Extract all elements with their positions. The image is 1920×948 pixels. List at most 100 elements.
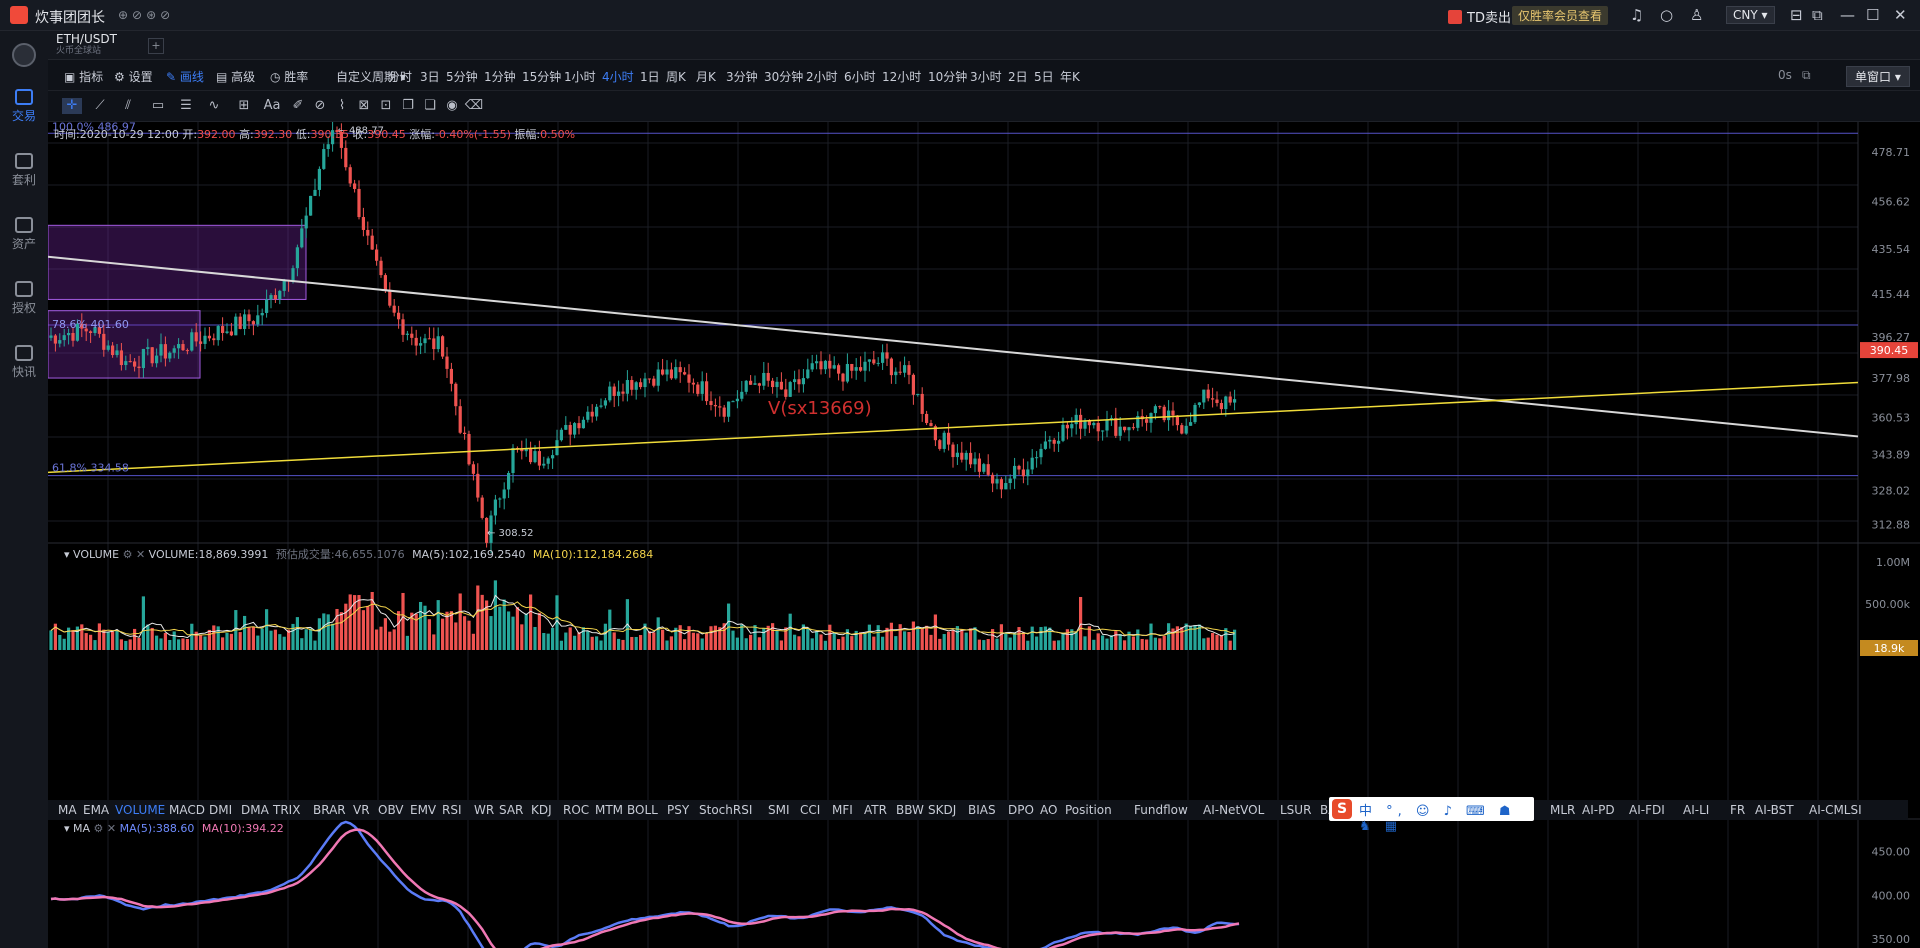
indicator-right-3[interactable]: AI-LI xyxy=(1683,803,1710,817)
indicator-0[interactable]: MA xyxy=(58,803,77,817)
measure-tool-icon[interactable]: ⊞ xyxy=(238,98,250,113)
indicator-7[interactable]: BRAR xyxy=(313,803,346,817)
indicator-31[interactable]: AI-NetVOL xyxy=(1203,803,1265,817)
indicator-27[interactable]: DPO xyxy=(1008,803,1034,817)
indicator-right-0[interactable]: MLR xyxy=(1550,803,1576,817)
currency-select[interactable]: CNY ▾ xyxy=(1726,6,1775,24)
settings-button[interactable]: ⚙ 设置 xyxy=(114,70,153,84)
period-7[interactable]: 1日 xyxy=(640,70,660,84)
maximize-icon[interactable]: ☐ xyxy=(1866,6,1880,24)
indicator-26[interactable]: BIAS xyxy=(968,803,996,817)
indicator-20[interactable]: SMI xyxy=(768,803,790,817)
indicator-18[interactable]: PSY xyxy=(667,803,690,817)
winrate-button[interactable]: ◷ 胜率 xyxy=(270,70,309,84)
period-10[interactable]: 3分钟 xyxy=(726,70,758,84)
nav-authorize[interactable]: 授权 xyxy=(0,281,48,316)
indicator-right-1[interactable]: AI-PD xyxy=(1582,803,1615,817)
period-12[interactable]: 2小时 xyxy=(806,70,838,84)
indicator-2[interactable]: VOLUME xyxy=(115,803,166,817)
period-8[interactable]: 周K xyxy=(666,70,686,84)
period-3[interactable]: 1分钟 xyxy=(484,70,516,84)
period-17[interactable]: 2日 xyxy=(1008,70,1028,84)
minimize-icon[interactable]: — xyxy=(1840,6,1855,24)
nav-assets[interactable]: 资产 xyxy=(0,217,48,252)
advanced-button[interactable]: ▤ 高级 xyxy=(216,70,256,84)
indicator-24[interactable]: BBW xyxy=(896,803,924,817)
indicator-4[interactable]: DMI xyxy=(209,803,233,817)
indicator-1[interactable]: EMA xyxy=(83,803,110,817)
indicator-6[interactable]: TRIX xyxy=(273,803,301,817)
nav-arbitrage[interactable]: 套利 xyxy=(0,153,48,188)
channel-tool-icon[interactable]: ⫽ xyxy=(125,98,131,113)
indicator-8[interactable]: VR xyxy=(353,803,370,817)
indicator-14[interactable]: KDJ xyxy=(531,803,552,817)
price-chart[interactable]: 100.0% 486.97 78.6% 401.60 61.8% 334.58 ← 4… xyxy=(48,122,1920,948)
indicator-right-2[interactable]: AI-FDI xyxy=(1629,803,1665,817)
chart-area[interactable]: 100.0% 486.97 78.6% 401.60 61.8% 334.58 ← 4… xyxy=(48,122,1920,948)
indicator-21[interactable]: CCI xyxy=(800,803,821,817)
lock-tool-icon[interactable]: ⊡ xyxy=(380,98,392,113)
add-tab-button[interactable]: + xyxy=(148,38,164,54)
period-5[interactable]: 1小时 xyxy=(564,70,596,84)
vip-link[interactable]: 仅胜率会员查看 xyxy=(1512,6,1609,25)
indicator-right-5[interactable]: AI-BST xyxy=(1755,803,1794,817)
indicator-12[interactable]: WR xyxy=(474,803,495,817)
copy-tool-icon[interactable]: ❐ xyxy=(402,98,414,113)
minimize-to-tray-icon[interactable]: ⊟ xyxy=(1790,6,1803,24)
grid-tool-icon[interactable]: ⊠ xyxy=(358,98,370,113)
indicator-right-6[interactable]: AI-CMLSI xyxy=(1809,803,1862,817)
eye-tool-icon[interactable]: ◉ xyxy=(446,98,458,113)
nav-news[interactable]: 快讯 xyxy=(0,345,48,380)
indicator-17[interactable]: BOLL xyxy=(627,803,658,817)
window-mode-select[interactable]: 单窗口 ▾ xyxy=(1846,66,1910,87)
bell-icon[interactable]: ♫ xyxy=(1630,6,1644,24)
ime-toolbar[interactable]: S 中 °, ☺ ♪ ⌨ ☗ ♞ ▦ xyxy=(1329,797,1534,834)
magnet-tool-icon[interactable]: ⊘ xyxy=(314,98,326,113)
close-icon[interactable]: ✕ xyxy=(1894,6,1907,24)
nav-trade[interactable]: 交易 xyxy=(0,89,48,124)
period-15[interactable]: 10分钟 xyxy=(928,70,968,84)
indicator-22[interactable]: MFI xyxy=(832,803,853,817)
custom-period-select[interactable]: 自定义周期 ▾ xyxy=(336,70,406,84)
period-4[interactable]: 15分钟 xyxy=(522,70,562,84)
period-6[interactable]: 4小时 xyxy=(602,70,634,84)
wave-tool-icon[interactable]: ∿ xyxy=(208,98,220,113)
indicator-23[interactable]: ATR xyxy=(864,803,887,817)
indicator-25[interactable]: SKDJ xyxy=(928,803,957,817)
rectangle-tool-icon[interactable]: ▭ xyxy=(151,98,165,113)
layout-icon[interactable]: ⧉ xyxy=(1802,68,1811,82)
search-icon[interactable]: ○ xyxy=(1660,6,1674,24)
indicator-10[interactable]: EMV xyxy=(410,803,437,817)
period-0[interactable]: 分时 xyxy=(388,70,413,84)
popout-icon[interactable]: ⧉ xyxy=(1812,6,1823,24)
indicator-29[interactable]: Position xyxy=(1065,803,1112,817)
indicator-13[interactable]: SAR xyxy=(499,803,524,817)
period-16[interactable]: 3小时 xyxy=(970,70,1002,84)
indicator-15[interactable]: ROC xyxy=(563,803,590,817)
td-sell-label[interactable]: TD卖出 xyxy=(1448,7,1511,26)
line-tool-icon[interactable]: ⟋ xyxy=(95,98,105,113)
shirt-icon[interactable]: ♙ xyxy=(1690,6,1704,24)
period-14[interactable]: 12小时 xyxy=(882,70,922,84)
indicator-11[interactable]: RSI xyxy=(442,803,462,817)
period-9[interactable]: 月K xyxy=(696,70,716,84)
indicator-3[interactable]: MACD xyxy=(169,803,205,817)
crosshair-tool-icon[interactable]: ✛ xyxy=(62,98,82,114)
period-13[interactable]: 6小时 xyxy=(844,70,876,84)
period-1[interactable]: 3日 xyxy=(420,70,440,84)
fib-tool-icon[interactable]: ☰ xyxy=(180,98,192,113)
indicator-button[interactable]: ▣ 指标 xyxy=(64,70,104,84)
indicator-19[interactable]: StochRSI xyxy=(699,803,753,817)
indicator-32[interactable]: LSUR xyxy=(1280,803,1312,817)
delete-tool-icon[interactable]: ⌫ xyxy=(464,98,484,113)
draw-button[interactable]: ✎ 画线 xyxy=(166,70,204,84)
indicator-5[interactable]: DMA xyxy=(241,803,269,817)
period-11[interactable]: 30分钟 xyxy=(764,70,804,84)
period-19[interactable]: 年K xyxy=(1060,70,1080,84)
ruler-tool-icon[interactable]: ⌇ xyxy=(338,98,346,113)
indicator-30[interactable]: Fundflow xyxy=(1134,803,1188,817)
indicator-28[interactable]: AO xyxy=(1040,803,1058,817)
indicator-9[interactable]: OBV xyxy=(378,803,404,817)
brush-tool-icon[interactable]: ✐ xyxy=(292,98,304,113)
indicator-right-4[interactable]: FR xyxy=(1730,803,1746,817)
